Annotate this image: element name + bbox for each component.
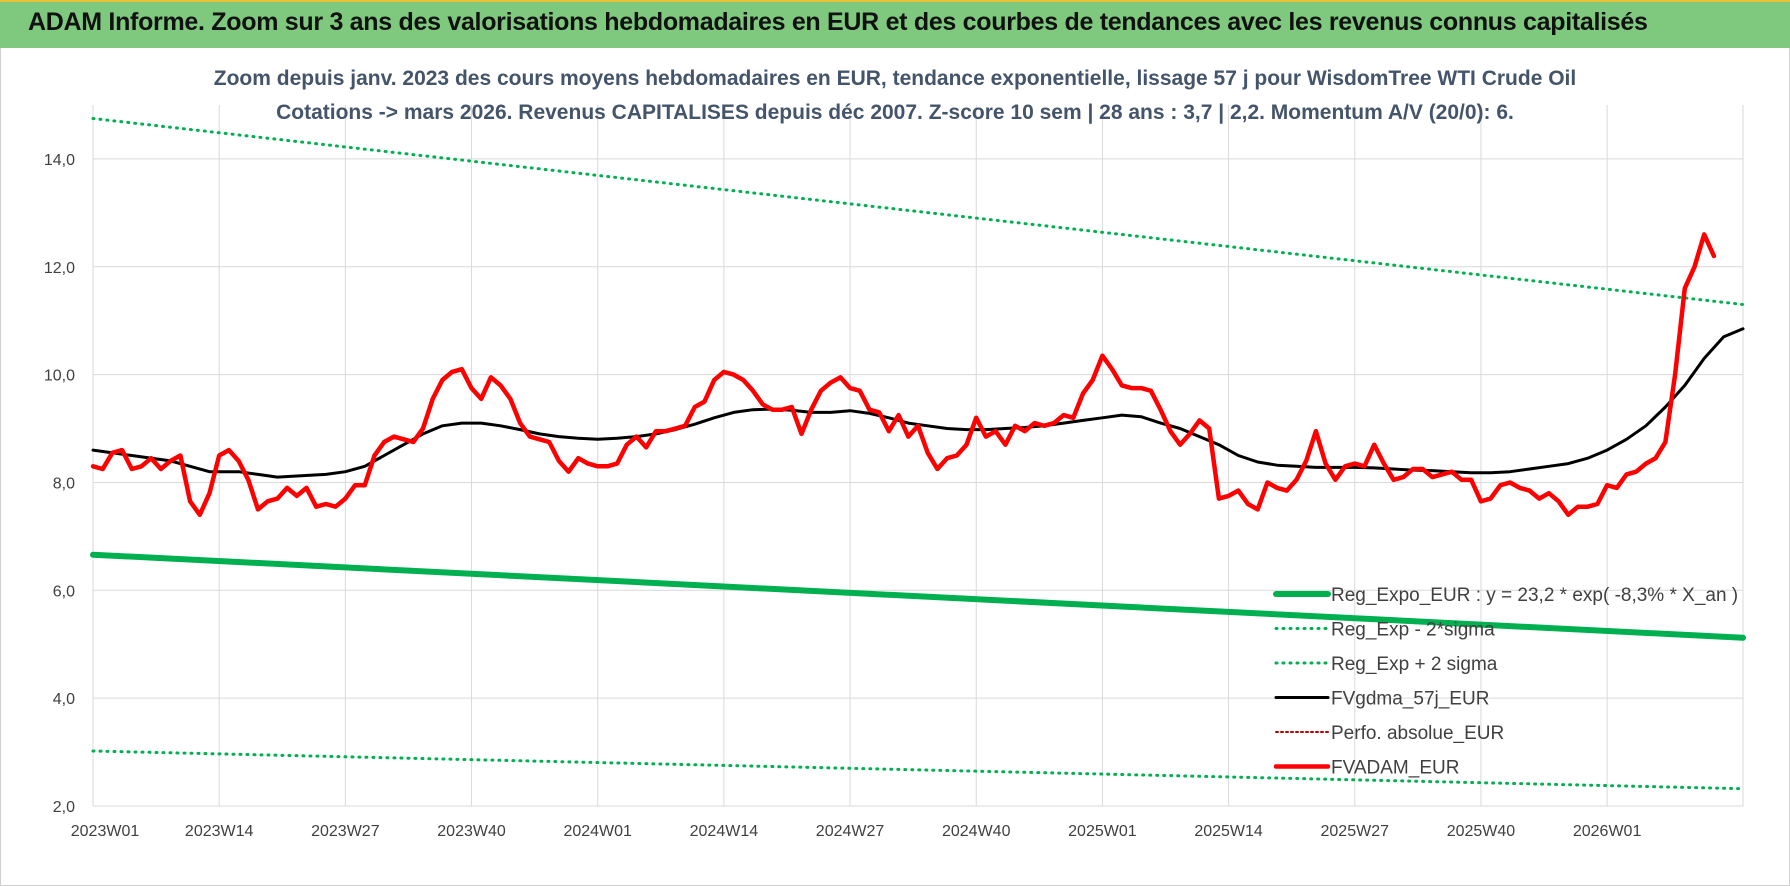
series-line-reg_exp	[91, 749, 1745, 791]
legend-label: Reg_Exp + 2 sigma	[1331, 654, 1498, 675]
legend-label: FVADAM_EUR	[1331, 758, 1459, 779]
chart-svg: 2,04,06,08,010,012,014,0 2023W01 2023W14 2…	[44, 67, 1746, 840]
chart-title: Zoom depuis janv. 2023 des cours moyens …	[214, 67, 1576, 90]
x-tick-label: 2024W40	[942, 823, 1011, 840]
y-tick-label: 8,0	[53, 475, 75, 492]
x-tick-label: 2024W27	[816, 823, 885, 840]
x-tick-label: 2025W01	[1068, 823, 1137, 840]
legend-label: Reg_Expo_EUR : y = 23,2 * exp( -8,3% * X…	[1331, 585, 1738, 606]
y-tick-label: 6,0	[53, 583, 75, 600]
x-tick-label: 2023W01	[71, 823, 140, 840]
legend: Reg_Expo_EUR : y = 23,2 * exp( -8,3% * X…	[1273, 585, 1738, 779]
series-lines	[90, 117, 1746, 791]
series-line-reg_exp	[91, 117, 1745, 306]
legend-label: Perfo. absolue_EUR	[1331, 723, 1504, 744]
legend-label: FVgdma_57j_EUR	[1331, 689, 1489, 710]
y-axis-ticks: 2,0 4,0 6,0 8,0 10,0 12,0 14,0	[44, 152, 75, 816]
report-banner: ADAM Informe. Zoom sur 3 ans des valoris…	[0, 0, 1790, 48]
y-tick-label: 10,0	[44, 368, 75, 385]
x-tick-label: 2023W14	[185, 823, 254, 840]
y-tick-label: 12,0	[44, 260, 75, 277]
series-line-fvadam_eur	[90, 232, 1717, 518]
chart-subtitle: Cotations -> mars 2026. Revenus CAPITALI…	[276, 101, 1514, 124]
x-tick-label: 2024W14	[690, 823, 759, 840]
x-tick-label: 2026W01	[1573, 823, 1642, 840]
x-tick-label: 2024W01	[563, 823, 632, 840]
x-axis-ticks: 2023W01 2023W14 2023W27 2023W40 2024W01 2024W…	[71, 823, 1642, 840]
x-tick-label: 2025W27	[1321, 823, 1390, 840]
y-tick-label: 14,0	[44, 152, 75, 169]
y-tick-label: 2,0	[53, 799, 75, 816]
series-line-fvgdma_57j_eur	[91, 327, 1745, 479]
series-line-reg_expo_eur	[90, 551, 1746, 641]
legend-label: Reg_Exp - 2*sigma	[1331, 620, 1495, 641]
x-tick-label: 2025W14	[1194, 823, 1263, 840]
x-tick-label: 2023W40	[437, 823, 506, 840]
chart-area: 2,0 4,0 6,0 8,0 10,0 12,0 14,0 2023W01 2023W14 2…	[0, 48, 1790, 886]
y-tick-label: 4,0	[53, 691, 75, 708]
report-title: ADAM Informe. Zoom sur 3 ans des valoris…	[28, 8, 1648, 36]
x-tick-label: 2025W40	[1447, 823, 1516, 840]
x-tick-label: 2023W27	[311, 823, 380, 840]
gridlines	[92, 105, 1744, 807]
